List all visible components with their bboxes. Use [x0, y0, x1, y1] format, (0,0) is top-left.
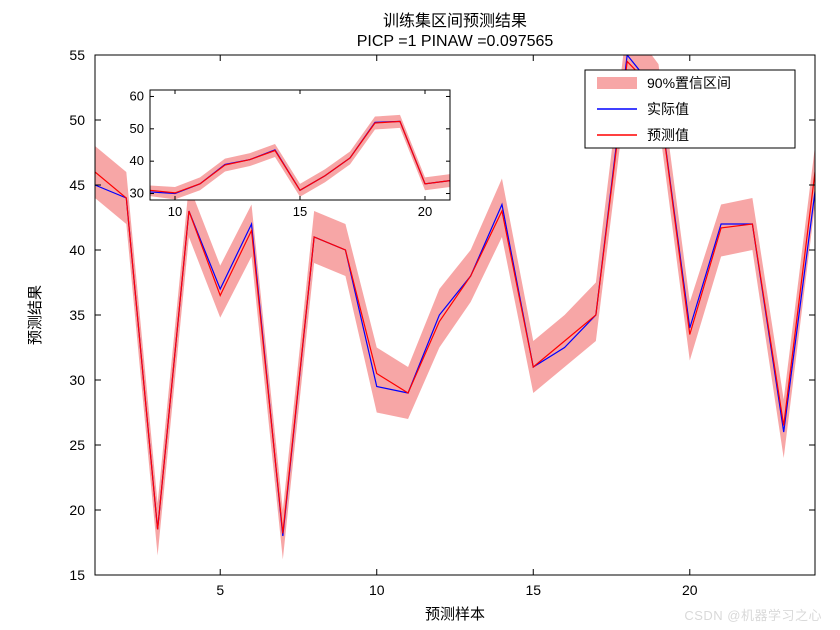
chart-subtitle: PICP =1 PINAW =0.097565	[357, 33, 554, 50]
chart-title: 训练集区间预测结果	[383, 12, 527, 30]
y-axis-label: 预测结果	[27, 285, 44, 345]
inset-x-tick-label: 10	[168, 204, 182, 219]
y-tick-label: 50	[69, 112, 85, 128]
y-tick-label: 20	[69, 502, 85, 518]
legend-swatch	[597, 77, 637, 89]
y-tick-label: 35	[69, 307, 85, 323]
x-tick-label: 20	[682, 582, 698, 598]
chart-svg: 5 10 15 20 15 20 25 30 35 40 45 50 55 训练集区间预测结果 PICP =…	[0, 0, 840, 630]
y-tick-label: 25	[69, 437, 85, 453]
y-tick-label: 15	[69, 567, 85, 583]
y-tick-label: 45	[69, 177, 85, 193]
watermark: CSDN @机器学习之心	[684, 605, 822, 624]
legend-label: 90%置信区间	[647, 75, 731, 91]
inset-y-tick-label: 50	[130, 121, 144, 136]
y-tick-label: 55	[69, 47, 85, 63]
x-tick-label: 10	[369, 582, 385, 598]
inset-y-tick-label: 60	[130, 88, 144, 103]
y-tick-label: 40	[69, 242, 85, 258]
x-tick-label: 5	[216, 582, 224, 598]
inset-y-tick-label: 30	[130, 186, 144, 201]
inset-y-tick-label: 40	[130, 153, 144, 168]
inset-x-tick-label: 20	[418, 204, 432, 219]
inset-x-tick-label: 15	[293, 204, 307, 219]
x-tick-label: 15	[525, 582, 541, 598]
y-tick-label: 30	[69, 372, 85, 388]
legend-label: 预测值	[647, 127, 689, 143]
legend-label: 实际值	[647, 101, 689, 117]
chart-container: 5 10 15 20 15 20 25 30 35 40 45 50 55 训练集区间预测结果 PICP =…	[0, 0, 840, 630]
x-axis-label: 预测样本	[425, 606, 485, 623]
